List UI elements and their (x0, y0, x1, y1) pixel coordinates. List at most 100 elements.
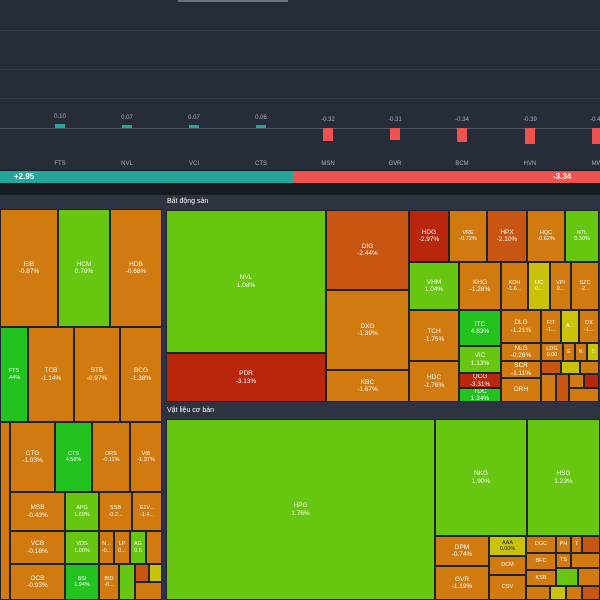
small-stock-tile[interactable] (571, 553, 600, 568)
contribution-bar[interactable] (525, 128, 535, 144)
contribution-bar[interactable] (256, 125, 266, 128)
stock-tile[interactable]: BSI 1.94% (65, 564, 99, 600)
stock-tile[interactable]: TS (556, 553, 571, 568)
contribution-bar[interactable] (122, 125, 132, 128)
stock-tile[interactable]: TCH -1.75% (409, 310, 459, 361)
stock-tile[interactable]: GVR -1.19% (435, 566, 489, 600)
stock-tile[interactable]: NVL 1.08% (166, 210, 326, 353)
stock-tile[interactable]: CSV (489, 575, 526, 600)
tab-indicator[interactable] (178, 0, 288, 2)
stock-tile[interactable]: KSB (526, 570, 556, 586)
stock-tile[interactable]: CTS 4.56% (55, 422, 92, 492)
small-stock-tile[interactable] (561, 361, 580, 374)
stock-tile[interactable]: LP 0... (114, 531, 130, 564)
stock-tile[interactable]: STB -0.97% (74, 327, 120, 422)
stock-tile[interactable]: KHG -1.28% (459, 262, 501, 310)
stock-tile[interactable]: VIC 1.13% (459, 346, 501, 373)
stock-tile[interactable]: APG 1.69% (65, 492, 99, 531)
stock-tile[interactable]: BFC (526, 553, 556, 570)
small-stock-tile[interactable] (149, 564, 162, 582)
stock-tile[interactable]: HDC -1.76% (409, 361, 459, 402)
stock-tile[interactable]: QCG -3.31% (459, 373, 501, 388)
stock-tile[interactable]: IJC 0... (528, 262, 550, 310)
stock-tile[interactable]: E1V... -1.4... (132, 492, 162, 531)
small-stock-tile[interactable] (135, 564, 149, 582)
stock-tile[interactable]: NLG -0.26% (501, 343, 541, 361)
stock-tile[interactable]: HPX -2.10% (487, 210, 527, 262)
small-stock-tile[interactable] (580, 361, 599, 374)
small-stock-tile[interactable] (541, 374, 556, 402)
stock-tile[interactable]: DXG -1.39% (326, 290, 409, 370)
stock-tile[interactable]: E (563, 343, 575, 361)
small-stock-tile[interactable] (0, 422, 10, 600)
stock-tile[interactable]: VCB -0.18% (10, 531, 65, 564)
contribution-bar[interactable] (592, 128, 600, 144)
stock-tile[interactable]: DLG -1.21% (501, 310, 541, 343)
small-stock-tile[interactable] (566, 586, 582, 600)
stock-tile[interactable]: SZC -2... (571, 262, 599, 310)
contribution-bar[interactable] (390, 128, 400, 141)
stock-tile[interactable]: DGC (526, 536, 556, 553)
stock-tile[interactable]: VHM 1.04% (409, 262, 459, 310)
small-stock-tile[interactable] (582, 536, 600, 553)
stock-tile[interactable]: AG 0.6 (130, 531, 146, 564)
small-stock-tile[interactable] (569, 388, 599, 402)
stock-tile[interactable]: PH (556, 536, 571, 553)
stock-tile[interactable]: K (575, 343, 587, 361)
stock-tile[interactable]: ITC 4.63% (459, 310, 501, 346)
stock-tile[interactable]: FTS .44% (0, 327, 28, 422)
small-stock-tile[interactable] (135, 582, 162, 600)
contribution-bar[interactable] (55, 124, 65, 128)
contribution-bar[interactable] (323, 128, 333, 141)
stock-tile[interactable]: BID -0... (99, 564, 119, 600)
stock-tile[interactable]: MSB -0.43% (10, 492, 65, 531)
stock-tile[interactable]: HDB -0.68% (110, 209, 162, 327)
stock-tile[interactable]: VRE -0.72% (449, 210, 487, 262)
stock-tile[interactable]: HPG 1.76% (166, 419, 435, 600)
stock-tile[interactable]: EIB -0.87% (0, 209, 58, 327)
stock-tile[interactable]: NKG 1.90% (435, 419, 527, 536)
stock-tile[interactable]: VIB -1.37% (130, 422, 162, 492)
small-stock-tile[interactable] (556, 568, 578, 586)
stock-tile[interactable]: FIT -1... (541, 310, 561, 343)
stock-tile[interactable]: DRH (501, 378, 541, 402)
small-stock-tile[interactable] (550, 586, 566, 600)
small-stock-tile[interactable] (146, 531, 162, 564)
stock-tile[interactable]: NTL 0.30% (565, 210, 599, 262)
stock-tile[interactable]: VPI 0... (550, 262, 571, 310)
stock-tile[interactable]: SCR -1.11% (501, 361, 541, 378)
stock-tile[interactable]: BCG -1.38% (120, 327, 162, 422)
stock-tile[interactable]: N... -0... (99, 531, 114, 564)
small-stock-tile[interactable] (578, 568, 600, 586)
stock-tile[interactable]: TCB -1.14% (28, 327, 74, 422)
stock-tile[interactable]: AAA 0.00% (489, 536, 526, 556)
stock-tile[interactable]: A... (561, 310, 579, 343)
stock-tile[interactable]: DPM -0.74% (435, 536, 489, 566)
stock-tile[interactable]: DX -1... (579, 310, 599, 343)
stock-tile[interactable]: DCM (489, 556, 526, 575)
small-stock-tile[interactable] (541, 361, 561, 374)
stock-tile[interactable]: OCB -0.93% (10, 564, 65, 600)
stock-tile[interactable]: SSB -0.2... (99, 492, 132, 531)
contribution-bar[interactable] (189, 125, 199, 128)
stock-tile[interactable]: HDG -2.97% (409, 210, 449, 262)
stock-tile[interactable]: DIG -2.44% (326, 210, 409, 290)
small-stock-tile[interactable] (119, 564, 135, 600)
small-stock-tile[interactable] (526, 586, 550, 600)
stock-tile[interactable]: PDR -3.13% (166, 353, 326, 402)
stock-tile[interactable]: HSG 1.23% (527, 419, 600, 536)
stock-tile[interactable]: KBC -1.67% (326, 370, 409, 402)
stock-tile[interactable]: HQC -0.62% (527, 210, 565, 262)
stock-tile[interactable]: LDG 0.00 (541, 343, 563, 361)
contribution-bar[interactable] (457, 128, 467, 142)
small-stock-tile[interactable] (556, 374, 569, 402)
stock-tile[interactable]: ORS -0.11% (92, 422, 130, 492)
stock-tile[interactable]: HCM 0.78% (58, 209, 110, 327)
small-stock-tile[interactable] (584, 374, 599, 388)
stock-tile[interactable]: T (587, 343, 599, 361)
stock-tile[interactable]: T (571, 536, 582, 553)
small-stock-tile[interactable] (582, 586, 600, 600)
small-stock-tile[interactable] (569, 374, 584, 388)
stock-tile[interactable]: TDC 1.34% (459, 388, 501, 402)
stock-tile[interactable]: KDH -1.6... (501, 262, 528, 310)
